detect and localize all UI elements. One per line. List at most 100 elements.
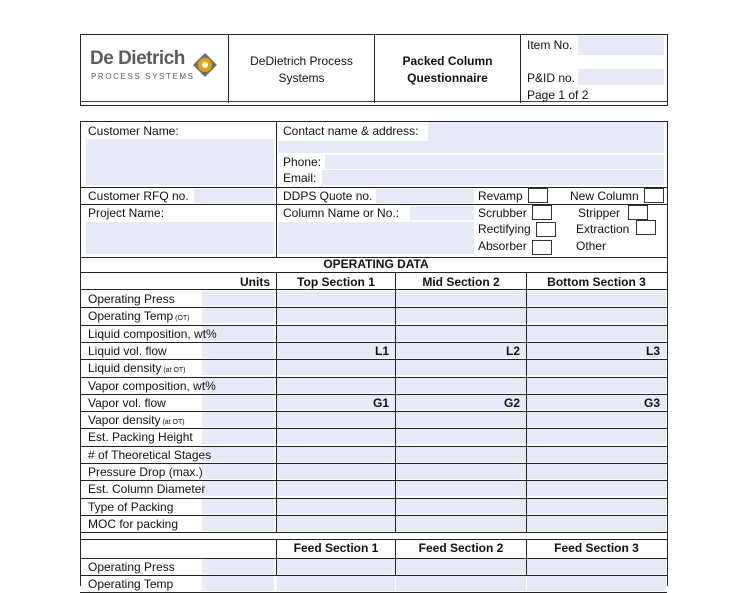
row-moc-for-packing-value-1[interactable] bbox=[277, 516, 395, 531]
column-name-field-top[interactable] bbox=[410, 206, 474, 220]
row-vapor-density-sublabel: (at OT) bbox=[160, 419, 185, 426]
row-est-column-diameter-value-3[interactable] bbox=[527, 481, 666, 496]
row-pressure-drop-max-value-2[interactable] bbox=[396, 464, 526, 479]
rectifying-checkbox[interactable] bbox=[536, 222, 556, 237]
row-operating-press-value-1[interactable] bbox=[277, 291, 395, 306]
contact-field-2[interactable] bbox=[278, 141, 664, 153]
row-vapor-composition-wt-rule bbox=[80, 394, 667, 395]
row-liquid-density-value-2[interactable] bbox=[396, 360, 526, 375]
feed-row-operating-press-units-field[interactable] bbox=[202, 559, 274, 574]
feed-row-operating-press-value-1[interactable] bbox=[277, 559, 395, 574]
row-liquid-density-value-3[interactable] bbox=[527, 360, 666, 375]
row-moc-for-packing-units-field[interactable] bbox=[202, 516, 274, 531]
revamp-checkbox[interactable] bbox=[528, 188, 548, 203]
row-vapor-vol-flow-units-field[interactable] bbox=[202, 395, 274, 410]
row-pressure-drop-max-value-3[interactable] bbox=[527, 464, 666, 479]
row-liquid-composition-wt-value-1[interactable] bbox=[277, 326, 395, 341]
row-liquid-density-value-1[interactable] bbox=[277, 360, 395, 375]
customer-name-field[interactable] bbox=[86, 139, 274, 185]
row-vapor-composition-wt-value-3[interactable] bbox=[527, 378, 666, 393]
row-vapor-density-value-3[interactable] bbox=[527, 412, 666, 427]
row-vapor-density-units-field[interactable] bbox=[202, 412, 274, 427]
stripper-checkbox[interactable] bbox=[628, 205, 648, 220]
row-liquid-composition-wt-rule bbox=[80, 342, 667, 343]
extraction-checkbox[interactable] bbox=[636, 220, 656, 235]
contact-field[interactable] bbox=[428, 122, 664, 141]
row-pressure-drop-max-rule bbox=[80, 480, 667, 481]
company-logo: De Dietrich PROCESS SYSTEMS bbox=[88, 46, 222, 86]
row-operating-press-value-3[interactable] bbox=[527, 291, 666, 306]
row-liquid-vol-flow-value-2[interactable] bbox=[396, 343, 526, 358]
feed-row-operating-temp-value-3[interactable] bbox=[527, 576, 666, 591]
row-operating-temp-value-1[interactable] bbox=[277, 308, 395, 323]
column-name-field[interactable] bbox=[278, 222, 474, 254]
row-operating-temp-value-3[interactable] bbox=[527, 308, 666, 323]
project-name-field[interactable] bbox=[86, 222, 274, 254]
absorber-checkbox[interactable] bbox=[532, 240, 552, 255]
row-type-of-packing-units-field[interactable] bbox=[202, 499, 274, 514]
row-operating-press-units-field[interactable] bbox=[202, 291, 274, 306]
feed-row-operating-press-value-2[interactable] bbox=[396, 559, 526, 574]
row-est-column-diameter-value-1[interactable] bbox=[277, 481, 395, 496]
row-vapor-composition-wt-value-1[interactable] bbox=[277, 378, 395, 393]
row-operating-temp-units-field[interactable] bbox=[202, 308, 274, 323]
row-of-theoretical-stages-value-2[interactable] bbox=[396, 447, 526, 462]
row-liquid-vol-flow-units-field[interactable] bbox=[202, 343, 274, 358]
email-field[interactable] bbox=[322, 170, 664, 185]
operating-data-table bbox=[80, 256, 668, 586]
operating-title-rule bbox=[80, 272, 667, 273]
row-operating-press-value-2[interactable] bbox=[396, 291, 526, 306]
row-est-column-diameter-units-field[interactable] bbox=[202, 481, 274, 496]
scrubber-checkbox[interactable] bbox=[532, 205, 552, 220]
row-vapor-composition-wt-value-2[interactable] bbox=[396, 378, 526, 393]
row-est-packing-height-value-2[interactable] bbox=[396, 429, 526, 444]
row-vapor-vol-flow-value-3[interactable] bbox=[527, 395, 666, 410]
row-pressure-drop-max-value-1[interactable] bbox=[277, 464, 395, 479]
row-liquid-vol-flow-value-3[interactable] bbox=[527, 343, 666, 358]
row-type-of-packing-value-3[interactable] bbox=[527, 499, 666, 514]
row-vapor-density-rule bbox=[80, 428, 667, 429]
row-vapor-composition-wt-units-field[interactable] bbox=[202, 378, 274, 393]
new-column-checkbox[interactable] bbox=[644, 188, 664, 203]
type-rectifying-label: Rectifying bbox=[478, 222, 531, 236]
row-est-packing-height-value-1[interactable] bbox=[277, 429, 395, 444]
header-divider-2 bbox=[374, 34, 375, 103]
pid-field[interactable] bbox=[578, 69, 664, 85]
row-of-theoretical-stages-units-field[interactable] bbox=[202, 447, 274, 462]
phone-field[interactable] bbox=[325, 155, 664, 169]
ddps-quote-field[interactable] bbox=[376, 189, 474, 203]
row-type-of-packing-value-1[interactable] bbox=[277, 499, 395, 514]
row-liquid-vol-flow-rule bbox=[80, 359, 667, 360]
row-moc-for-packing-value-3[interactable] bbox=[527, 516, 666, 531]
row-operating-temp-sublabel: (OT) bbox=[173, 315, 190, 322]
row-liquid-density-units-field[interactable] bbox=[202, 360, 274, 375]
feed-row-operating-temp-value-1[interactable] bbox=[277, 576, 395, 591]
customer-rfq-field[interactable] bbox=[194, 189, 274, 203]
row-liquid-composition-wt-value-3[interactable] bbox=[527, 326, 666, 341]
row-vapor-vol-flow-value-2[interactable] bbox=[396, 395, 526, 410]
row-liquid-composition-wt-value-2[interactable] bbox=[396, 326, 526, 341]
item-no-field[interactable] bbox=[578, 36, 664, 55]
ddps-quote-label: DDPS Quote no. bbox=[283, 189, 373, 203]
row-vapor-density-value-2[interactable] bbox=[396, 412, 526, 427]
row-est-packing-height-units-field[interactable] bbox=[202, 429, 274, 444]
row-liquid-vol-flow-value-1[interactable] bbox=[277, 343, 395, 358]
row-liquid-density-rule bbox=[80, 377, 667, 378]
row-of-theoretical-stages-value-1[interactable] bbox=[277, 447, 395, 462]
row-liquid-composition-wt-units-field[interactable] bbox=[202, 326, 274, 341]
row-operating-temp-value-2[interactable] bbox=[396, 308, 526, 323]
row-vapor-vol-flow-value-1[interactable] bbox=[277, 395, 395, 410]
row-type-of-packing-value-2[interactable] bbox=[396, 499, 526, 514]
company-name-line2: Systems bbox=[278, 71, 325, 85]
feed-row-operating-temp-units-field[interactable] bbox=[202, 576, 274, 591]
row-vapor-density-value-1[interactable] bbox=[277, 412, 395, 427]
row-est-column-diameter-value-2[interactable] bbox=[396, 481, 526, 496]
row-moc-for-packing-value-2[interactable] bbox=[396, 516, 526, 531]
row-est-packing-height-value-3[interactable] bbox=[527, 429, 666, 444]
row-moc-for-packing-rule bbox=[80, 532, 667, 533]
row-of-theoretical-stages-value-3[interactable] bbox=[527, 447, 666, 462]
feed-row-operating-press-value-3[interactable] bbox=[527, 559, 666, 574]
feed-row-operating-temp-value-2[interactable] bbox=[396, 576, 526, 591]
row-pressure-drop-max-units-field[interactable] bbox=[202, 464, 274, 479]
row-vapor-composition-wt-label: Vapor composition, wt% bbox=[88, 379, 216, 393]
